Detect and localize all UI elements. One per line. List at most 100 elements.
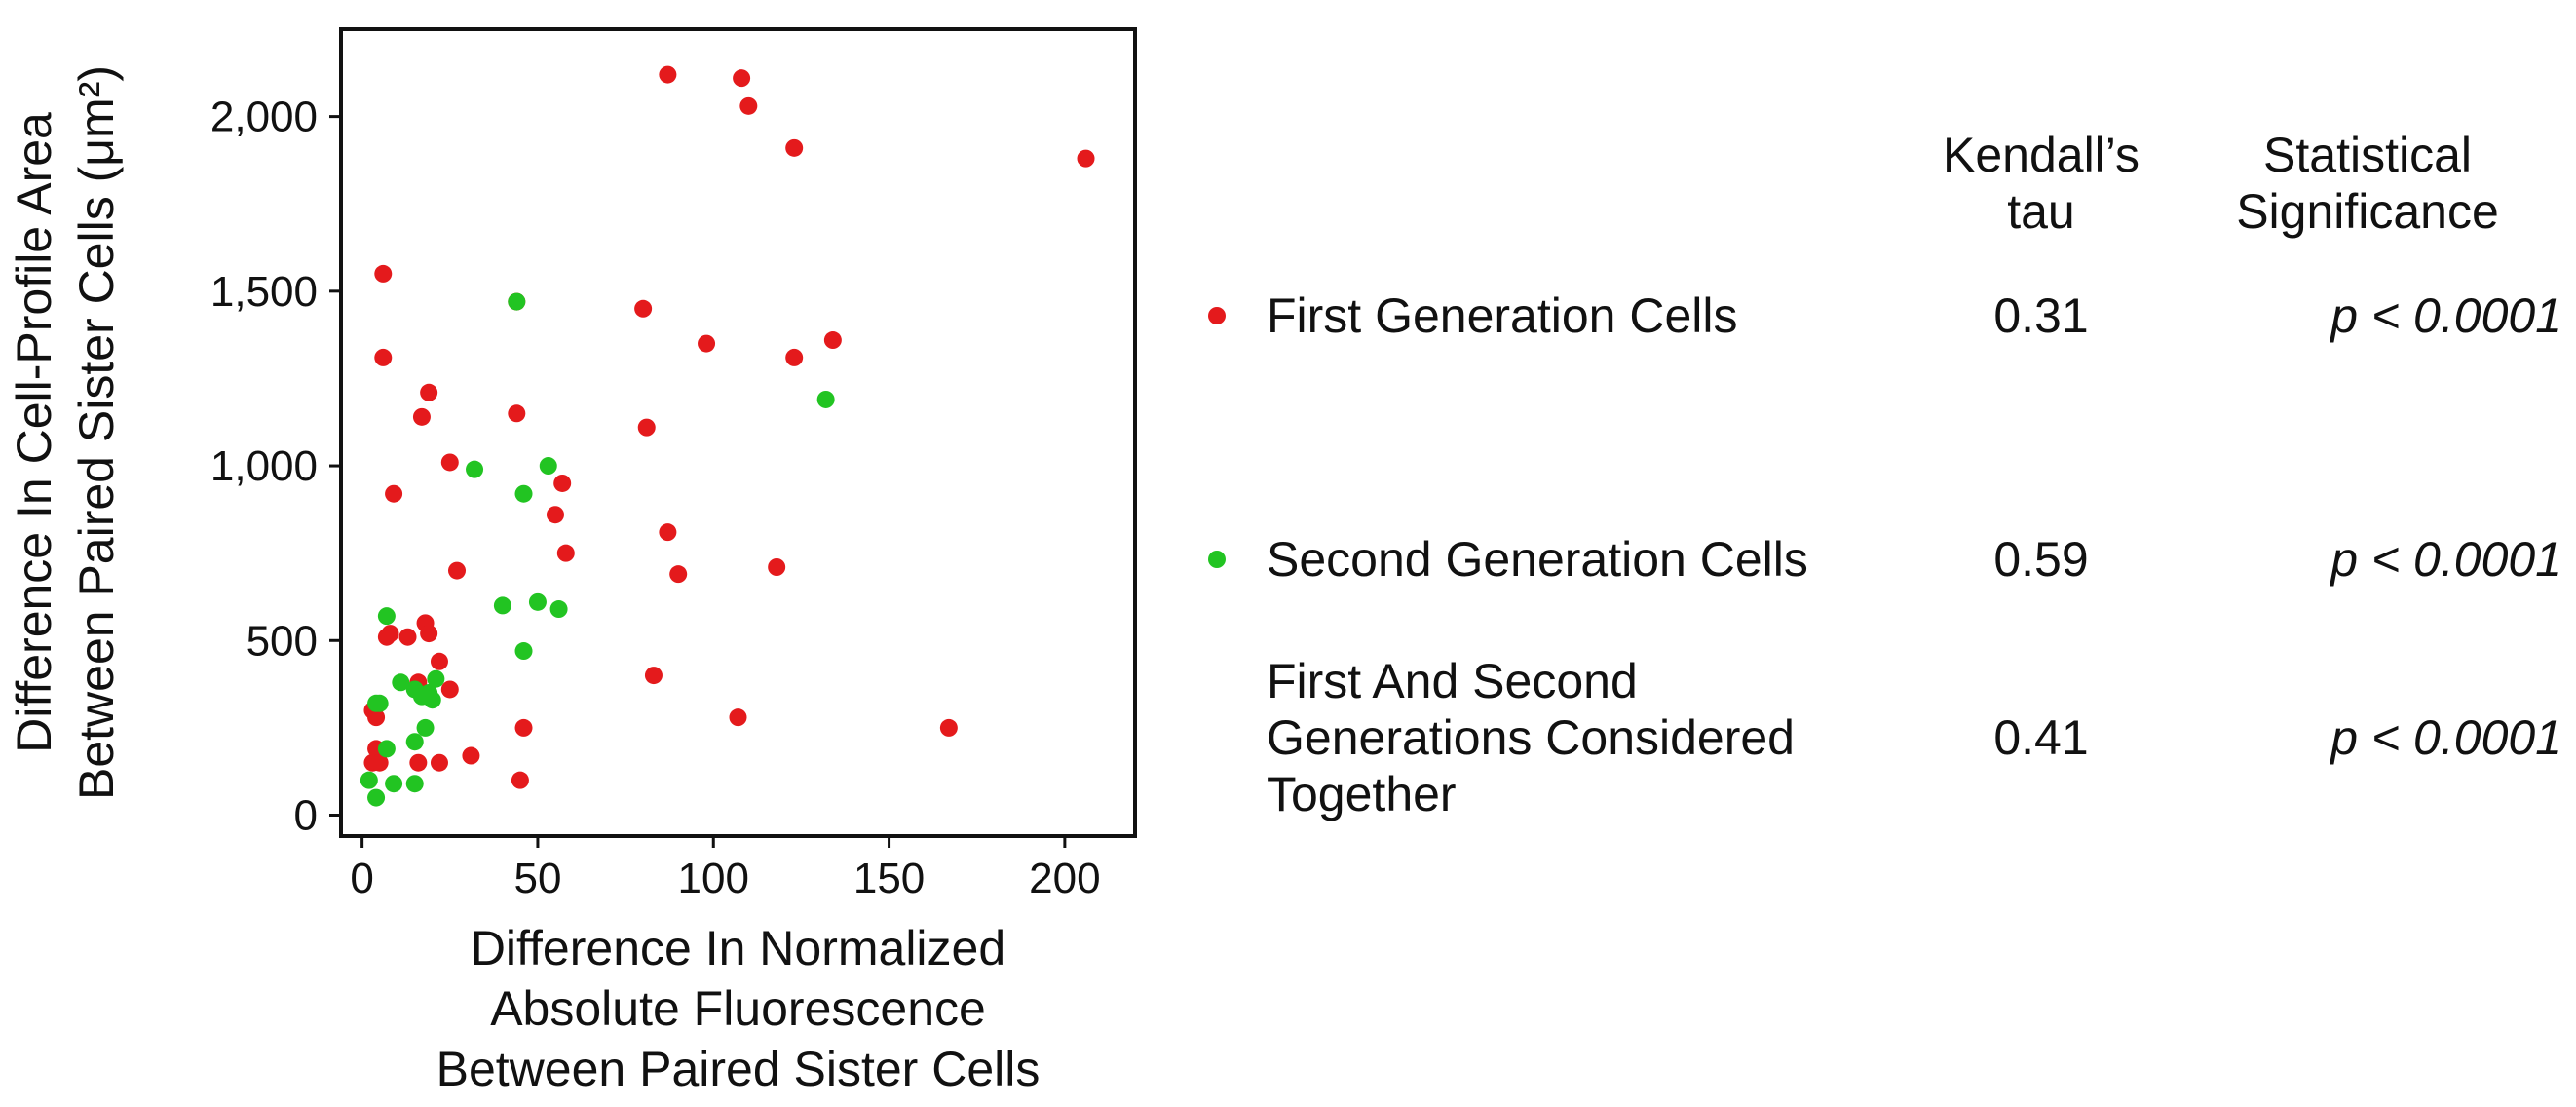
legend-row-combined: First And Second Generations Considered … [1189,653,2562,828]
second-generation-cells-point [466,460,484,478]
second-generation-cells-point [405,775,424,793]
first-generation-cells-point [939,718,958,737]
second-generation-marker [1208,551,1226,568]
first-generation-cells-point [768,558,786,576]
first-generation-marker [1208,307,1226,324]
first-generation-cells-point [637,418,656,437]
x-tick-label: 100 [678,855,749,902]
second-generation-cells-point [392,673,410,692]
second-generation-cells-point [549,600,568,619]
first-generation-p-value: p < 0.0001 [2163,287,2562,344]
second-generation-cells-point [514,642,533,661]
p-symbol: p [2330,532,2359,587]
first-generation-cells-point [440,680,459,699]
combined-tau: 0.41 [1993,710,2089,765]
second-generation-cells-point [367,694,386,712]
first-generation-cells-point [634,299,653,318]
significance-column-header: Statistical Significance [2182,127,2553,240]
x-axis-title-line: Between Paired Sister Cells [436,1042,1041,1096]
x-tick-label: 200 [1029,855,1100,902]
p-threshold: < 0.0001 [2358,532,2562,587]
tau-header-line-2: tau [2007,184,2075,239]
second-generation-tau: 0.59 [1993,532,2089,587]
second-generation-cells-point [385,775,403,793]
first-generation-cells-point [377,628,396,646]
second-generation-cells-point [360,771,378,789]
first-generation-cells-point [729,708,747,727]
first-generation-cells-point [420,383,438,401]
tau-header-line-1: Kendall’s [1942,128,2140,182]
combined-label-line-1: First And Second [1267,654,1638,708]
x-axis-title-line: Difference In Normalized [471,921,1005,975]
combined-label: First And Second Generations Considered … [1267,653,1795,822]
p-symbol: p [2330,710,2359,765]
second-generation-cells-point [377,740,396,758]
first-generation-cells-point [367,708,386,727]
combined-label-line-3: Together [1267,767,1457,821]
first-generation-cells-point [511,771,529,789]
first-generation-cells-point [553,474,572,492]
first-generation-cells-point [420,625,438,643]
second-generation-label: Second Generation Cells [1267,532,1808,587]
tau-column-header: Kendall’s tau [1939,127,2143,240]
y-axis-title-line: Between Paired Sister Cells (μm²) [69,65,124,800]
second-generation-cells-point [423,691,441,709]
x-axis-title-line: Absolute Fluorescence [490,981,986,1036]
second-generation-cells-point [377,607,396,626]
y-tick-label: 1,500 [210,268,318,316]
plot-frame [339,27,1137,838]
first-generation-cells-point [409,753,428,772]
first-generation-cells-point [698,334,716,353]
first-generation-cells-point [669,565,688,584]
x-tick-label: 0 [350,855,373,902]
second-generation-cells-point [405,733,424,751]
y-axis-title-line: Difference In Cell-Profile Area [7,112,61,753]
first-generation-cells-point [823,331,842,350]
first-generation-tau: 0.31 [1993,288,2089,343]
p-threshold: < 0.0001 [2358,288,2562,343]
first-generation-cells-point [448,561,467,580]
first-generation-cells-point [659,523,677,542]
significance-header-line-2: Significance [2236,184,2499,239]
y-tick-label: 500 [246,617,318,665]
combined-p-value: p < 0.0001 [2163,709,2562,766]
first-generation-cells-point [370,753,389,772]
legend-row-first-generation: First Generation Cells 0.31 p < 0.0001 [1189,287,2562,346]
second-generation-cells-point [493,596,511,615]
legend-table: Kendall’s tau Statistical Significance F… [1189,127,2562,848]
first-generation-cells-point [644,667,663,685]
first-generation-cells-point [514,718,533,737]
y-tick-label: 2,000 [210,94,318,141]
p-symbol: p [2330,288,2359,343]
first-generation-cells-point [430,652,448,670]
second-generation-cells-point [528,592,547,611]
first-generation-cells-point [785,138,804,157]
first-generation-cells-point [430,753,448,772]
second-generation-cells-point [427,669,445,688]
first-generation-cells-point [440,453,459,472]
p-threshold: < 0.0001 [2358,710,2562,765]
axes: 0 50 100 150 200 0 500 1,000 1,500 2,000 Differenc… [7,65,1101,1096]
plot-area [339,27,1137,838]
first-generation-cells-point [385,484,403,503]
y-tick-label: 1,000 [210,442,318,490]
second-generation-cells-point [816,390,835,408]
combined-label-line-2: Generations Considered [1267,710,1795,765]
second-generation-cells-point [416,718,435,737]
y-tick-label: 0 [294,791,318,839]
first-generation-cells-point [785,348,804,366]
first-generation-cells-point [508,404,526,423]
first-generation-label: First Generation Cells [1267,288,1738,343]
first-generation-cells-point [398,628,417,646]
second-generation-p-value: p < 0.0001 [2163,531,2562,588]
first-generation-cells-point [546,506,564,524]
first-generation-cells-point [374,264,393,283]
first-generation-cells-point [1077,149,1095,168]
first-generation-cells-point [733,69,751,88]
first-generation-cells-point [374,348,393,366]
first-generation-cells-point [659,65,677,84]
first-generation-cells-point [739,96,758,115]
legend-row-second-generation: Second Generation Cells 0.59 p < 0.0001 [1189,531,2562,590]
second-generation-cells-point [508,292,526,311]
